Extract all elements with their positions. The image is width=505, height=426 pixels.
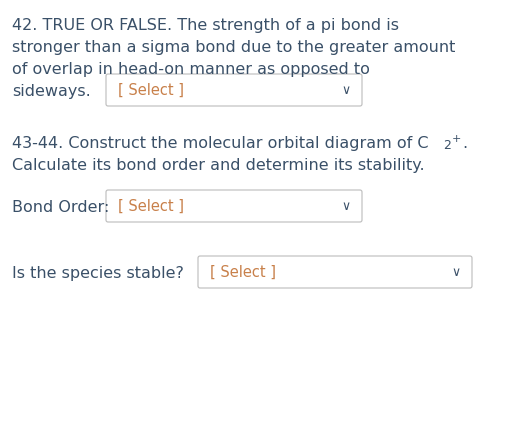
Text: [ Select ]: [ Select ]: [210, 265, 275, 279]
Text: [ Select ]: [ Select ]: [118, 83, 184, 98]
Text: 42. TRUE OR FALSE. The strength of a pi bond is: 42. TRUE OR FALSE. The strength of a pi …: [12, 18, 398, 33]
Text: Calculate its bond order and determine its stability.: Calculate its bond order and determine i…: [12, 158, 424, 173]
Text: 2: 2: [442, 139, 450, 152]
Text: [ Select ]: [ Select ]: [118, 199, 184, 213]
Text: 43-44. Construct the molecular orbital diagram of C: 43-44. Construct the molecular orbital d…: [12, 136, 428, 151]
FancyBboxPatch shape: [106, 190, 361, 222]
Text: sideways.: sideways.: [12, 84, 90, 99]
Text: ∨: ∨: [450, 265, 460, 279]
Text: +: +: [451, 134, 461, 144]
FancyBboxPatch shape: [197, 256, 471, 288]
Text: ∨: ∨: [341, 199, 350, 213]
Text: Bond Order:: Bond Order:: [12, 200, 109, 215]
FancyBboxPatch shape: [106, 74, 361, 106]
Text: stronger than a sigma bond due to the greater amount: stronger than a sigma bond due to the gr…: [12, 40, 454, 55]
Text: ∨: ∨: [341, 83, 350, 97]
Text: Is the species stable?: Is the species stable?: [12, 266, 183, 281]
Text: of overlap in head-on manner as opposed to: of overlap in head-on manner as opposed …: [12, 62, 369, 77]
Text: .: .: [461, 136, 466, 151]
